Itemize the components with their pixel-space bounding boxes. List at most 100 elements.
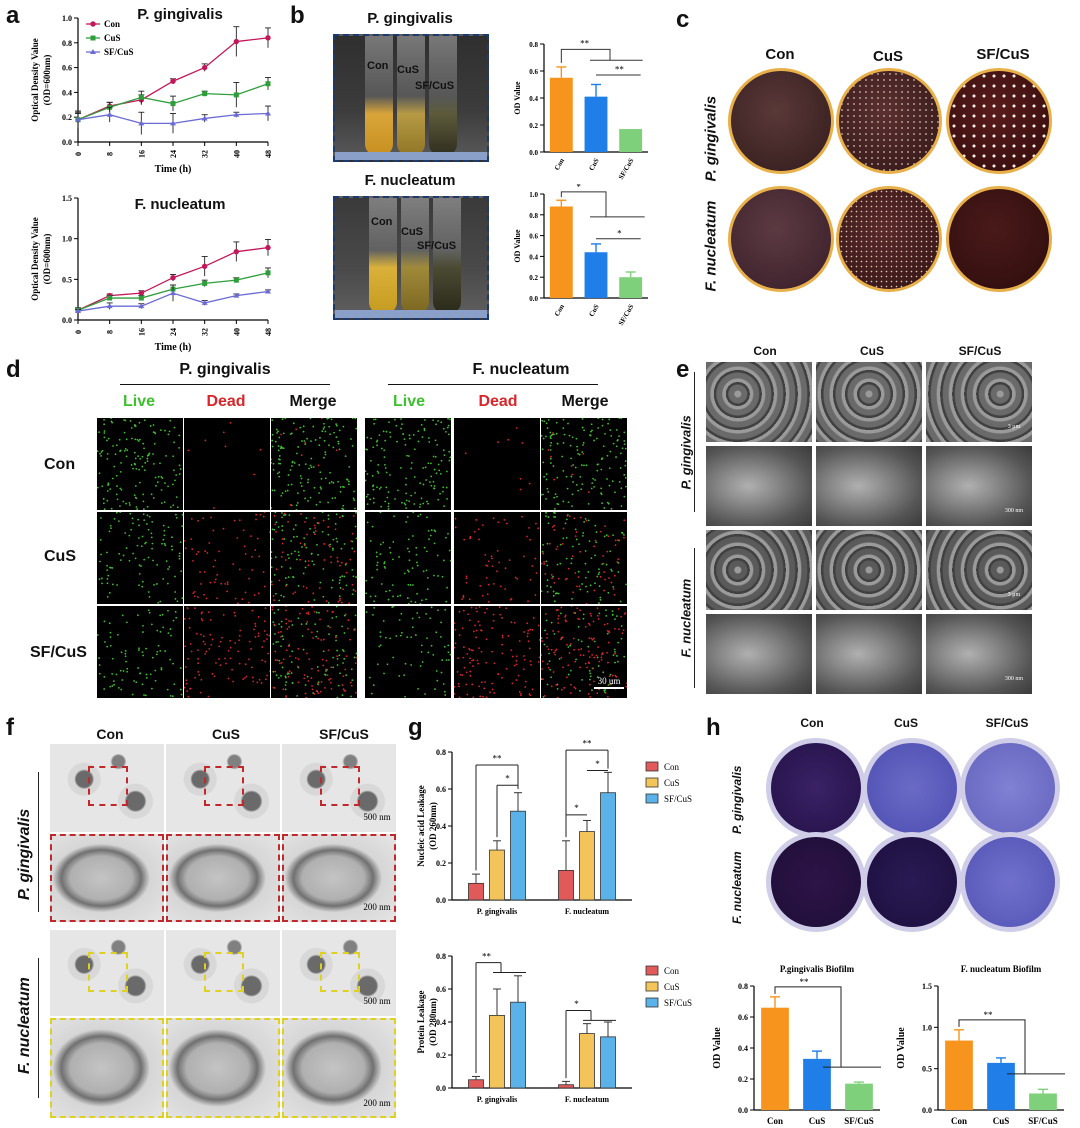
panel-label-g: g [408,714,423,741]
bar-con [761,1007,789,1110]
zoom-region-box [320,766,360,806]
data-point [170,120,176,126]
x-tick-label: 0 [74,330,83,334]
y-axis-label-unit: (OD 280nm) [428,998,438,1046]
x-tick-label: F. nucleatum [565,1095,609,1104]
data-point [233,277,239,283]
bar-sfcus [600,792,616,901]
tem-scalebar: 500 nm [363,996,391,1006]
panel-d-row-cus: CuS [44,548,76,565]
panel-d-group-pg: P. gingivalis [179,361,271,378]
y-tick-label: 0.2 [529,122,538,130]
bar-con [468,882,484,901]
y-tick-label: 0.0 [529,295,538,303]
confocal-image [184,418,270,510]
crystal-violet-well-fn-con [766,832,866,932]
tem-image [166,744,280,832]
confocal-image [97,418,183,510]
tem-zoom-image [282,834,396,922]
y-tick-label: 1.5 [62,194,72,203]
y-axis-label: Nucleic acid Leakage [416,785,426,867]
confocal-image [97,512,183,604]
significance-mark: ** [800,977,810,987]
panel-h-col-sfcus: SF/CuS [985,716,1029,730]
data-point [75,308,81,314]
chart-title: P.gingivalis Biofilm [780,964,855,974]
x-tick-label: Con [553,303,566,318]
bar-con [468,1079,484,1089]
bar-sfcus [600,1036,616,1089]
panel-g-protein-chart: 0.0 0.2 0.4 0.6 0.8 P. gingivalis F. nucleatum… [416,951,692,1104]
data-point [265,244,271,251]
panel-label-h: h [706,714,721,741]
panel-f-col-sfcus: SF/CuS [319,726,369,742]
tem-image [282,744,396,832]
y-axis-label: OD Value [896,1027,907,1069]
legend-swatch [645,997,659,1008]
x-tick-label: Con [951,1116,967,1126]
panel-c-col-sfcus: SF/CuS [976,46,1030,63]
x-tick-label: 40 [232,150,241,158]
tube-label-sfcus: SF/CuS [415,80,455,92]
y-tick-label: 0.6 [529,68,538,76]
y-tick-label: 0.2 [529,274,538,282]
tem-scalebar: 200 nm [363,902,391,912]
legend-label: Con [664,762,680,772]
significance-bracket [560,48,611,63]
zoom-region-box [204,766,244,806]
y-tick-label: 0.8 [738,982,748,991]
data-point [75,116,81,122]
x-axis-label: Time (h) [155,342,192,353]
x-tick-label: 32 [201,150,210,158]
tem-image [50,744,164,832]
y-tick-label: 0.2 [738,1075,748,1084]
confocal-image [97,606,183,698]
agar-plate-pg-con [728,68,834,174]
bar-sfcus [845,1083,873,1110]
bar-cus [579,831,595,901]
tem-image [282,930,396,1016]
legend-swatch [645,793,659,804]
data-point [201,115,208,121]
y-tick-label: 0.0 [436,896,446,905]
tem-image [166,930,280,1016]
bar-cus [579,1033,595,1089]
data-point [265,35,271,41]
panel-c-col-con: Con [765,46,795,63]
legend-label: CuS [104,33,121,43]
sem-scalebar: 300 nm [1004,508,1024,514]
panel-h-fn-biofilm-chart: 0.0 0.5 1.0 1.5 Con CuS SF/CuS OD Value F. nucle… [896,964,1065,1126]
sem-image [816,446,922,526]
data-point [106,303,113,309]
bar-cus [489,1015,505,1089]
panel-d-ch-live-1: Live [122,393,155,410]
y-tick-label: 0.8 [529,41,538,49]
significance-mark: ** [984,1010,994,1020]
x-tick-label: SF/CuS [617,157,635,180]
significance-mark: * [574,999,579,1009]
y-tick-label: 0.8 [529,212,538,220]
significance-bracket [958,1019,1026,1074]
panel-d-ch-merge-2: Merge [561,393,609,410]
significance-bracket [560,191,607,217]
bar-cus [584,252,608,298]
sem-image [816,530,922,610]
x-tick-label: SF/CuS [617,303,635,327]
panel-e-row-pg: P. gingivalis [678,415,694,490]
y-tick-label: 0.8 [62,39,72,48]
agar-plate-pg-sfcus [946,68,1052,174]
x-tick-label: CuS [587,303,600,318]
x-tick-label: 16 [137,150,146,158]
tube-photo-p-gingivalis: Con CuS SF/CuS [333,34,489,162]
y-tick-label: 0.0 [62,138,72,147]
tem-image [50,930,164,1016]
panel-g-nucleic-chart: 0.0 0.2 0.4 0.6 0.8 P. gingivalis F. nucleatum… [416,740,692,916]
panel-label-b: b [290,2,305,29]
confocal-image [271,512,357,604]
y-tick-label: 1.5 [922,982,932,991]
data-point [265,81,271,87]
panel-h-row-fn: F. nucleatum [730,851,744,924]
x-tick-label: 48 [264,150,273,158]
significance-bracket [774,986,842,1068]
panel-c-row-fn: F. nucleatum [702,200,720,292]
